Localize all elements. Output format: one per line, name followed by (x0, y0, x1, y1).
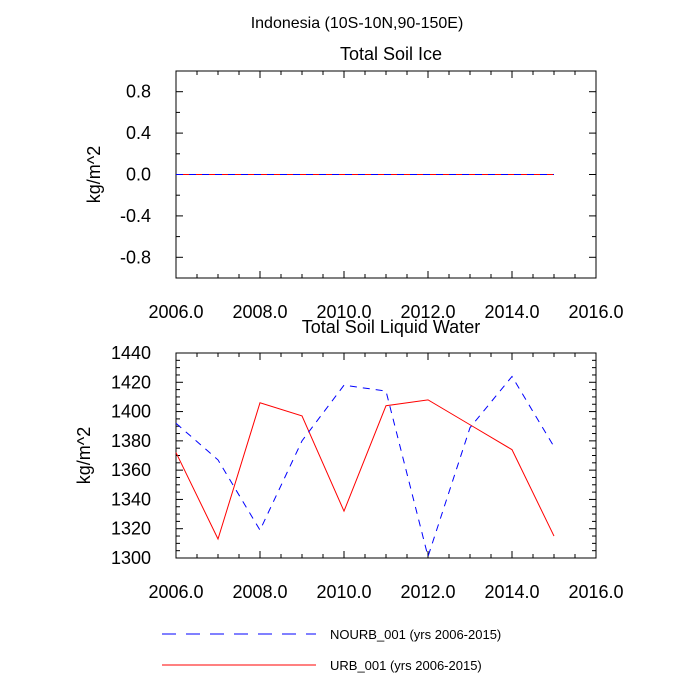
panel-title: Total Soil Liquid Water (302, 317, 480, 337)
plot-frame (175, 352, 597, 559)
x-tick-label: 2016.0 (568, 582, 623, 602)
y-tick-label: 0.4 (126, 123, 151, 143)
legend-label: URB_001 (yrs 2006-2015) (330, 658, 482, 673)
panel-total-soil-ice: Total Soil Ice 2006.0 2008.0 2010.0 2012.0 20… (84, 44, 624, 322)
x-tick-label: 2006.0 (148, 582, 203, 602)
y-axis-title: kg/m^2 (74, 427, 94, 484)
y-tick-label: 1440 (111, 343, 151, 363)
y-tick-label: 1380 (111, 431, 151, 451)
x-tick-label: 2008.0 (232, 302, 287, 322)
x-tick-label: 2006.0 (148, 302, 203, 322)
legend: NOURB_001 (yrs 2006-2015) URB_001 (yrs 20… (162, 627, 501, 673)
main-title: Indonesia (10S-10N,90-150E) (251, 15, 464, 32)
y-tick-label: 0.0 (126, 165, 151, 185)
series-line-nourb (175, 375, 555, 559)
y-axis-title: kg/m^2 (84, 146, 104, 203)
x-tick-label: 2014.0 (484, 582, 539, 602)
x-tick-label: 2016.0 (568, 302, 623, 322)
x-tick-label: 2012.0 (400, 302, 455, 322)
x-tick-label: 2014.0 (484, 302, 539, 322)
y-tick-label: 1300 (111, 548, 151, 568)
x-tick-label: 2010.0 (316, 582, 371, 602)
x-tick-label: 2008.0 (232, 582, 287, 602)
panel-total-soil-liquid-water: Total Soil Liquid Water 2006.0 2008.0 2010.… (74, 317, 624, 602)
y-tick-label: 1400 (111, 402, 151, 422)
y-tick-label: 1420 (111, 372, 151, 392)
panel-title: Total Soil Ice (340, 44, 442, 64)
x-tick-label: 2010.0 (316, 302, 371, 322)
legend-label: NOURB_001 (yrs 2006-2015) (330, 627, 501, 642)
y-tick-label: 1320 (111, 519, 151, 539)
series-line-urb (175, 399, 555, 541)
x-tick-label: 2012.0 (400, 582, 455, 602)
y-tick-label: 0.8 (126, 82, 151, 102)
y-tick-label: 1340 (111, 489, 151, 509)
y-tick-label: -0.8 (120, 247, 151, 267)
y-tick-label: 1360 (111, 460, 151, 480)
y-tick-label: -0.4 (120, 206, 151, 226)
